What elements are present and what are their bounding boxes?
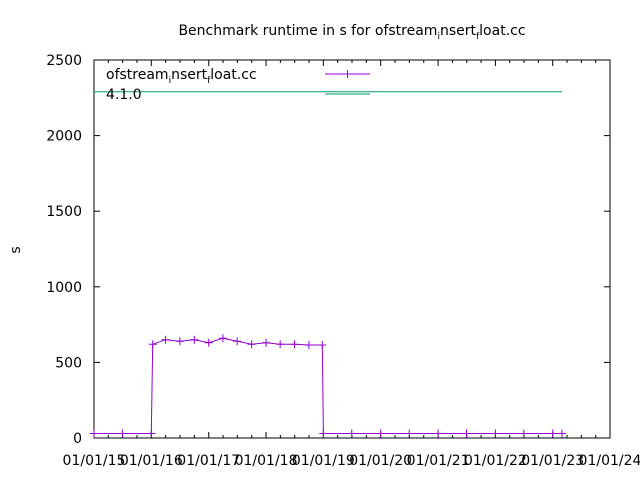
series-point [290,340,299,349]
series-point [190,335,199,344]
x-tick-label: 01/01/23 [521,453,584,469]
series-point [557,429,566,438]
series-point [161,335,170,344]
series-point [319,429,328,438]
series-point [148,340,157,349]
x-tick-label: 01/01/19 [292,453,355,469]
series-point [548,429,557,438]
series-point [262,338,271,347]
y-axis: 0 500 1000 1500 2000 2500 [46,53,610,447]
series-point [147,429,156,438]
series-point [247,340,256,349]
x-axis: 01/01/1501/01/1601/01/1701/01/1801/01/19… [63,60,640,469]
y-tick-label: 1000 [46,280,82,296]
y-tick-label: 0 [73,431,82,447]
series-point [204,338,213,347]
x-tick-label: 01/01/16 [120,453,183,469]
legend-label: ofstreaminsertfloat.cc [106,67,257,86]
chart-title-text: Benchmark runtime in s for ofstreaminser… [178,23,525,42]
series-point [376,429,385,438]
series-point [347,429,356,438]
x-tick-label: 01/01/17 [177,453,240,469]
y-tick-label: 2000 [46,129,82,145]
chart-title: Benchmark runtime in s for ofstreaminser… [178,23,525,42]
series-point [405,429,414,438]
series-point [304,341,313,350]
series-point [276,340,285,349]
legend: ofstreaminsertfloat.cc4.1.0 [106,67,370,103]
series-point [218,334,227,343]
x-tick-label: 01/01/24 [579,453,640,469]
x-tick-label: 01/01/20 [349,453,412,469]
legend-marker [343,70,352,78]
series-line-1 [94,337,562,434]
x-tick-label: 01/01/15 [63,453,126,469]
series-point [519,429,528,438]
x-tick-label: 01/01/18 [235,453,298,469]
series-point [462,429,471,438]
series-point [434,429,443,438]
y-tick-label: 500 [55,355,82,371]
y-axis-label: s [8,246,24,253]
series-point [175,337,184,346]
series-point [118,429,127,438]
series-point [90,429,98,438]
y-tick-label: 1500 [46,204,82,220]
plot-frame [93,59,611,439]
legend-label: 4.1.0 [106,87,142,103]
y-tick-label: 2500 [46,53,82,69]
series-point [491,429,500,438]
series-point [233,337,242,346]
x-tick-label: 01/01/21 [407,453,470,469]
series-layer [90,91,566,438]
series-point [318,341,327,350]
x-tick-label: 01/01/22 [464,453,527,469]
